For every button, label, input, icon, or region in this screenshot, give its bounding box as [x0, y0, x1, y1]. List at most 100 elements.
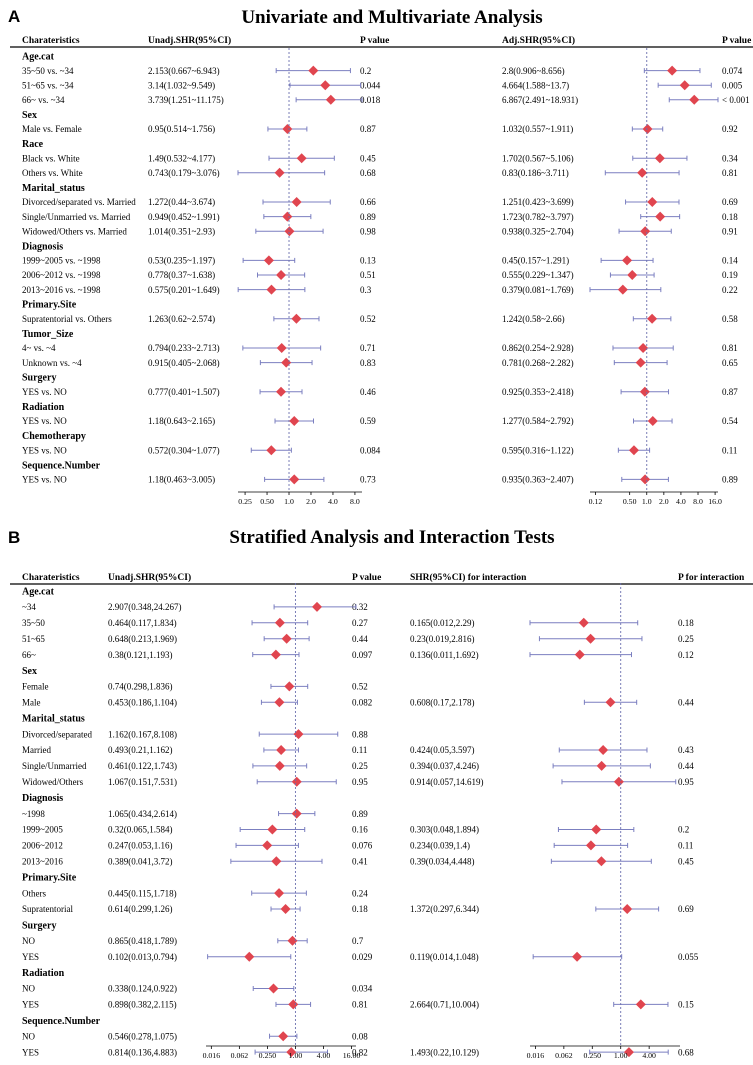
ci-1-point	[312, 601, 323, 612]
pvalue-2: 0.87	[722, 387, 738, 397]
axis-1: 0.25 0.50 1.0 2.0 4.0 8.0	[238, 48, 362, 506]
ci-1-point	[284, 226, 295, 237]
header-pvalue-1: P value	[360, 36, 389, 46]
group-label: Race	[22, 139, 44, 150]
pvalue-1: 0.66	[360, 197, 376, 207]
group-label: Sequence.Number	[22, 460, 101, 471]
table-row: ~1998 1.065(0.434,2.614) 0.89	[22, 808, 368, 819]
pvalue-2: 0.14	[722, 256, 738, 266]
ci-2-point	[613, 776, 624, 787]
ci-1-point	[274, 697, 285, 708]
estimate-1: 1.067(0.151,7.531)	[108, 777, 177, 787]
row-label: ~1998	[22, 809, 45, 819]
tick-label: 1.00	[289, 1051, 303, 1060]
pvalue-1: 0.52	[352, 682, 368, 692]
estimate-1: 1.272(0.44~3.674)	[148, 197, 215, 207]
pvalue-2: 0.11	[722, 445, 737, 455]
estimate-2: 0.379(0.081~1.769)	[502, 285, 574, 295]
ci-1-point	[263, 255, 274, 266]
pvalue-1: 0.45	[360, 153, 376, 163]
group-label: Radiation	[22, 402, 65, 413]
estimate-1: 0.777(0.401~1.507)	[148, 387, 220, 397]
ci-1-point	[268, 983, 279, 994]
group-label: Age.cat	[22, 587, 55, 598]
ci-2-point	[598, 745, 609, 755]
row-label: Widowed/Others vs. Married	[22, 226, 127, 236]
pvalue-1: 0.59	[360, 416, 376, 426]
table-row: Married 0.493(0.21,1.162) 0.11 0.424(0.05,3…	[22, 745, 694, 755]
row-label: Married	[22, 745, 51, 755]
row-label: NO	[22, 936, 35, 946]
table-row: NO 0.865(0.418,1.789) 0.7	[22, 935, 364, 946]
ci-2-point	[623, 1047, 634, 1058]
table-row: Female 0.74(0.298,1.836) 0.52	[22, 681, 368, 692]
pvalue-1: 0.51	[360, 270, 376, 280]
pvalue-1: 0.2	[360, 66, 371, 76]
ci-2-point	[655, 211, 666, 222]
estimate-1: 0.461(0.122,1.743)	[108, 761, 177, 771]
pvalue-1: 0.13	[360, 256, 376, 266]
pvalue-1: 0.73	[360, 475, 376, 485]
estimate-2: 0.555(0.229~1.347)	[502, 270, 574, 280]
pvalue-1: 0.076	[352, 841, 373, 851]
row-label: Single/Unmarried	[22, 761, 87, 771]
ci-2-point	[596, 760, 607, 771]
pvalue-2: 0.15	[678, 1000, 694, 1010]
estimate-2: 0.925(0.353~2.418)	[502, 387, 574, 397]
estimate-1: 1.162(0.167,8.108)	[108, 729, 177, 739]
estimate-2: 0.781(0.268~2.282)	[502, 358, 574, 368]
ci-2-point	[635, 357, 646, 368]
table-row: 51~65 vs. ~34 3.14(1.032~9.549) 0.044 4.664…	[22, 80, 743, 90]
ci-1-point	[289, 416, 300, 426]
estimate-2: 1.242(0.58~2.66)	[502, 314, 565, 324]
ci-1-point	[291, 313, 302, 324]
ci-2-point	[622, 904, 633, 914]
pvalue-2: 0.91	[722, 226, 738, 236]
row-label: Others	[22, 888, 46, 898]
estimate-2: 1.493(0.22,10.129)	[410, 1047, 479, 1057]
group-label: Primary.Site	[22, 873, 77, 884]
tick-label: 1.0	[284, 497, 294, 506]
ci-1-point	[281, 633, 292, 644]
table-row: 66~ vs. ~34 3.739(1.251~11.175) 0.018 6.867…	[22, 94, 750, 105]
ci-1-point	[278, 1031, 289, 1042]
row-label: Male	[22, 698, 41, 708]
ci-2-point	[647, 416, 658, 426]
estimate-2: 1.277(0.584~2.792)	[502, 416, 574, 426]
pvalue-1: 0.89	[352, 809, 368, 819]
estimate-1: 0.453(0.186,1.104)	[108, 698, 177, 708]
table-row: ~34 2.907(0.348,24.267) 0.32	[22, 601, 368, 612]
header-pvalue-2: P value	[722, 36, 751, 46]
estimate-1: 0.743(0.179~3.076)	[148, 168, 220, 178]
estimate-2: 0.165(0.012,2.29)	[410, 618, 475, 628]
estimate-1: 2.907(0.348,24.267)	[108, 602, 182, 612]
pvalue-2: 0.074	[722, 66, 743, 76]
estimate-2: 0.608(0.17,2.178)	[410, 698, 475, 708]
table-row: 1999~2005 0.32(0.065,1.584) 0.16 0.303(0.04…	[22, 824, 689, 835]
pvalue-2: 0.92	[722, 124, 738, 134]
ci-1-point	[291, 776, 302, 787]
ci-1-point	[308, 65, 319, 76]
group-label: Chemotherapy	[22, 431, 86, 442]
ci-1-point	[270, 649, 281, 660]
estimate-2: 0.83(0.186~3.711)	[502, 168, 569, 178]
ci-2-point	[605, 697, 616, 708]
table-row: YES vs. NO 1.18(0.643~2.165) 0.59 1.277(0.5…	[22, 416, 738, 426]
panel-a-title: Univariate and Multivariate Analysis	[241, 7, 542, 28]
pvalue-1: 0.3	[360, 285, 372, 295]
ci-2-point	[640, 226, 651, 237]
estimate-2: 1.372(0.297,6.344)	[410, 904, 479, 914]
row-label: Divorced/separated	[22, 729, 92, 739]
estimate-1: 1.49(0.532~4.177)	[148, 153, 215, 163]
panel-b-forest-plot: Charateristics Unadj.SHR(95%CI) P value SHR…	[10, 572, 753, 1060]
ci-1-point	[267, 824, 278, 835]
header-estimate-1: Unadj.SHR(95%CI)	[108, 572, 191, 583]
panel-a-letter: A	[8, 7, 20, 26]
pvalue-2: 0.44	[678, 761, 694, 771]
estimate-2: 0.595(0.316~1.122)	[502, 445, 574, 455]
tick-label: 4.00	[317, 1051, 331, 1060]
estimate-2: 1.032(0.557~1.911)	[502, 124, 573, 134]
axis-1: 0.016 0.062 0.250 1.00 4.00 16.00	[203, 583, 360, 1060]
estimate-1: 0.778(0.37~1.638)	[148, 270, 215, 280]
pvalue-1: 0.16	[352, 825, 368, 835]
